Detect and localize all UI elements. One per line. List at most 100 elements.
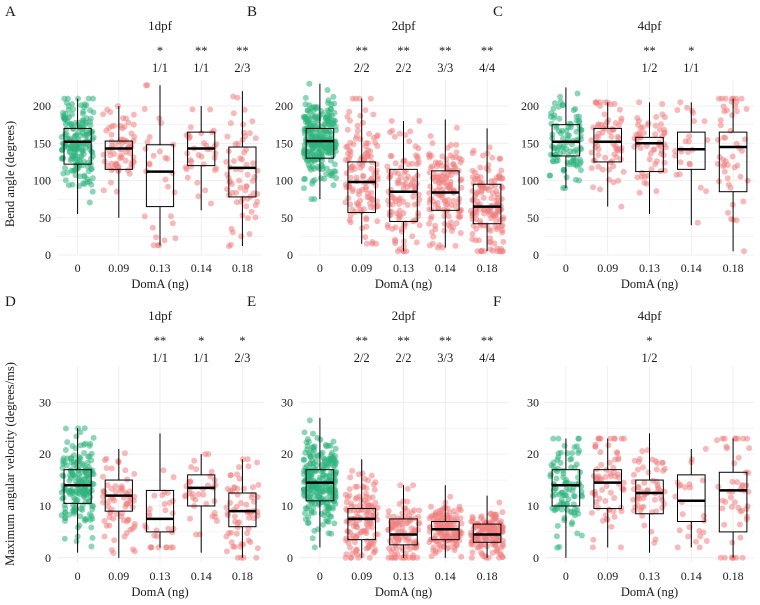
y-tick-label: 10 [39,499,51,513]
data-point [301,456,308,463]
data-point [328,530,335,537]
data-point [248,208,255,215]
data-point [571,444,578,451]
data-point [610,126,617,133]
data-point [68,459,75,466]
data-point [411,507,418,514]
significance-stars: * [646,334,652,348]
data-point [430,233,437,240]
data-point [363,240,370,247]
data-point [487,227,494,234]
data-point [735,454,742,461]
panel-title: 2dpf [392,308,417,323]
data-point [226,179,233,186]
data-point [450,521,456,528]
data-point [83,119,89,126]
y-tick-label: 30 [281,395,293,409]
data-point [557,93,564,100]
data-point [365,544,372,551]
data-point [391,169,398,176]
data-point [588,137,595,144]
data-point [436,513,443,520]
data-point [193,466,200,473]
boxes [63,428,257,558]
data-point [360,172,367,179]
data-point [165,183,171,190]
box-iqr [593,469,622,510]
significance-stars: * [157,44,163,58]
data-point [746,445,753,452]
data-point [77,455,84,462]
data-point [416,507,423,514]
box-0.18 [472,128,502,252]
data-point [453,141,460,148]
data-point [594,475,600,481]
data-point [331,109,338,116]
data-point [608,523,615,530]
data-point [342,554,349,561]
significance-ratio: 2/3 [234,61,250,75]
data-point [317,154,324,161]
data-point [731,499,738,506]
data-point [489,154,496,161]
y-tick-label: 20 [281,447,293,461]
data-point [70,472,77,478]
data-point [325,100,332,106]
data-point [69,181,76,188]
data-point [573,118,580,124]
data-point [489,541,496,548]
data-point [577,167,584,174]
data-point [385,508,392,515]
data-point [201,140,208,146]
significance-ratio: 3/3 [437,351,453,365]
data-point [567,456,574,463]
data-point [653,158,660,165]
data-point [101,533,108,540]
data-point [105,162,111,169]
data-point [731,164,738,171]
box-0 [551,87,581,188]
data-point [470,147,477,154]
data-point [554,544,561,551]
data-point [659,133,666,140]
data-point [429,229,435,236]
data-point [688,456,695,463]
data-point [727,184,734,191]
data-point [602,154,609,161]
significance-stars: ** [439,44,452,58]
data-point [659,459,666,466]
data-point [87,143,93,150]
data-point [100,499,107,506]
data-point [184,174,191,181]
data-point [721,108,728,115]
y-tick-label: 50 [527,211,539,225]
data-point [618,435,625,442]
data-point [71,508,78,515]
data-point [330,93,337,100]
x-tick-label: 0.13 [639,261,660,275]
data-point [363,184,370,191]
data-point [363,511,370,518]
data-point [366,130,373,137]
data-point [229,488,236,495]
data-point [131,523,138,530]
x-tick-label: 0.14 [191,261,212,275]
data-point [203,500,210,507]
data-point [87,115,94,122]
data-point [413,239,420,246]
panel-title: 1dpf [148,18,173,33]
data-point [227,499,233,506]
data-point [75,490,81,497]
data-point [188,464,195,470]
data-point [550,105,557,112]
data-point [556,115,563,122]
data-point [714,160,721,167]
data-point [448,142,454,148]
data-point [656,126,663,133]
data-point [500,238,507,245]
significance-ratio: 1/1 [152,61,168,75]
data-point [101,457,108,464]
data-point [79,489,86,496]
data-point [719,505,726,512]
data-point [70,126,77,132]
